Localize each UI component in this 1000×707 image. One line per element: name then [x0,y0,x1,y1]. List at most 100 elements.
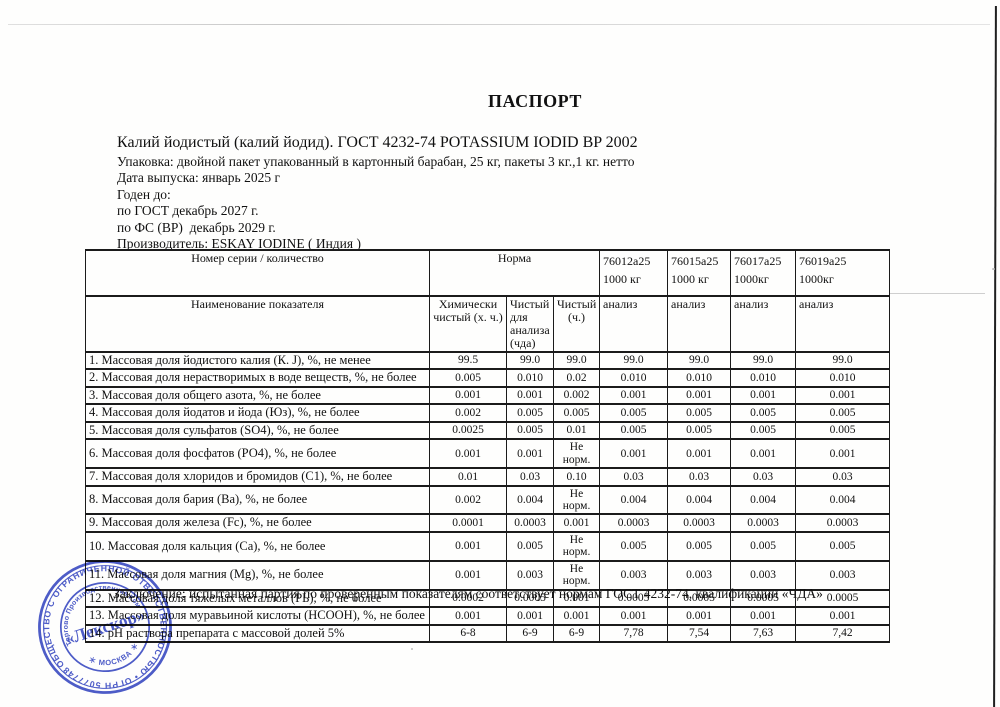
value-cell: 0.01 [552,420,601,441]
value-cell: 0.001 [429,530,507,562]
analysis-header-3: анализ [730,295,797,353]
indicator-label: 5. Массовая доля сульфатов (SO4), %, не … [85,420,430,441]
table-row: 11. Массовая доля магния (Mg), %, не бол… [85,559,891,591]
value-cell: 0.0001 [429,513,507,533]
value-cell: 0.001 [730,385,797,406]
product-name-line: Калий йодистый (калий йодид). ГОСТ 4232-… [117,134,638,151]
series-header-row: Номер серии / количество Норма 76012a25 … [85,249,891,297]
release-date-line: Дата выпуска: январь 2025 г [117,170,280,185]
value-cell: 0.0003 [599,513,669,533]
grade-pure-for-analysis-header: Чистый для анализа (чда) [506,295,554,353]
indicator-label: 2. Массовая доля нерастворимых в воде ве… [85,368,430,388]
value-cell: 0.010 [599,368,669,388]
value-cell: 0.005 [667,530,732,562]
value-cell: 0.005 [730,530,797,562]
table-row: 7. Массовая доля хлоридов и бромидов (С1… [85,467,891,487]
value-cell: 0.005 [795,420,891,441]
value-cell: 0.005 [730,403,797,423]
indicator-label: 7. Массовая доля хлоридов и бромидов (С1… [85,467,430,487]
value-cell: 0.010 [730,368,797,388]
value-cell: 7,42 [795,623,891,644]
value-cell: 0.004 [667,484,732,516]
stamp-middle-circle [59,581,151,673]
grade-pure-header: Чистый (ч.) [552,295,601,353]
value-cell: 0.001 [667,606,732,626]
value-cell: 0.001 [730,606,797,626]
value-cell: 7,54 [667,623,732,644]
value-cell: 6-8 [429,623,507,644]
scan-edge-line-top [8,24,990,25]
value-cell: 0.003 [795,559,891,591]
value-cell: 99.0 [599,350,669,371]
value-cell: Не норм. [552,559,601,591]
batch-header-1: 76012a25 1000 кг [599,249,669,297]
batch-qty: 1000кг [734,272,769,286]
indicator-name-header: Наименование показателя [85,295,430,353]
value-cell: 0.003 [667,559,732,591]
value-cell: 99.5 [429,350,507,371]
value-cell: 0.001 [795,606,891,626]
table-row: 12. Массовая доля тяжелых металлов (РЬ),… [85,588,891,609]
value-cell: 0.0003 [506,513,554,533]
value-cell: 0.001 [429,606,507,626]
value-cell: 0.005 [795,403,891,423]
table-row: 4. Массовая доля йодатов и йода (Юз), %,… [85,403,891,423]
indicator-label: 4. Массовая доля йодатов и йода (Юз), %,… [85,403,430,423]
value-cell: 0.005 [667,403,732,423]
value-cell: 7,63 [730,623,797,644]
value-cell: 0.001 [599,606,669,626]
value-cell: 0.005 [429,368,507,388]
fs-expiry-line: по ФС (ВР) декабрь 2029 г. [117,220,276,235]
value-cell: 0.001 [599,385,669,406]
indicator-label: 8. Массовая доля бария (Ва), %, не более [85,484,430,516]
table-row: 1. Массовая доля йодистого калия (К. J),… [85,350,891,371]
value-cell: 99.0 [506,350,554,371]
value-cell: 0.03 [795,467,891,487]
value-cell: 0.02 [552,368,601,388]
value-cell: 0.001 [506,385,554,406]
document-title: ПАСПОРТ [488,91,582,111]
value-cell: 0.001 [552,606,601,626]
value-cell: 0.005 [667,420,732,441]
value-cell: 0.005 [552,403,601,423]
analysis-header-2: анализ [667,295,732,353]
conclusion-line: Заключение: испытанная партия по провере… [113,586,823,601]
table-row: 10. Массовая доля кальция (Са), %, не бо… [85,530,891,562]
batch-qty: 1000кг [799,272,834,286]
series-quantity-header: Номер серии / количество [85,249,430,297]
table-row: 5. Массовая доля сульфатов (SO4), %, не … [85,420,891,441]
value-cell: 0.001 [795,385,891,406]
batch-header-3: 76017a25 1000кг [730,249,797,297]
table-row: 6. Массовая доля фосфатов (РО4), %, не б… [85,438,891,470]
stamp-moscow-text: ＊ МОСКВА ＊ [85,639,144,674]
value-cell: 0.002 [552,385,601,406]
batch-header-4: 76019a25 1000кг [795,249,891,297]
value-cell: 0.002 [429,403,507,423]
value-cell: 0.001 [552,513,601,533]
value-cell: 0.03 [730,467,797,487]
analysis-header-1: анализ [599,295,669,353]
value-cell: 99.0 [552,350,601,371]
indicator-label: 1. Массовая доля йодистого калия (К. J),… [85,350,430,371]
grade-chemically-pure-header: Химически чистый (х. ч.) [429,295,507,353]
table-row: 9. Массовая доля железа (Fc), %, не боле… [85,513,891,533]
scan-speck [570,96,573,98]
batch-qty: 1000 кг [603,272,641,286]
table-row: 8. Массовая доля бария (Ва), %, не более… [85,484,891,516]
value-cell: 0.004 [795,484,891,516]
value-cell: 0.001 [506,438,554,470]
table-body: 1. Массовая доля йодистого калия (К. J),… [85,350,891,644]
value-cell: 0.010 [667,368,732,388]
value-cell: 0.001 [429,438,507,470]
table-row: 3. Массовая доля общего азота, %, не бол… [85,385,891,406]
scan-speck [992,268,995,270]
packaging-line: Упаковка: двойной пакет упакованный в ка… [117,154,635,169]
norm-header: Норма [428,249,601,297]
value-cell: 99.0 [795,350,891,371]
analysis-results-table: Номер серии / количество Норма 76012a25 … [85,249,891,644]
value-cell: 0.001 [795,438,891,470]
batch-qty: 1000 кг [671,272,709,286]
value-cell: 0.001 [599,438,669,470]
value-cell: 0.005 [599,530,669,562]
